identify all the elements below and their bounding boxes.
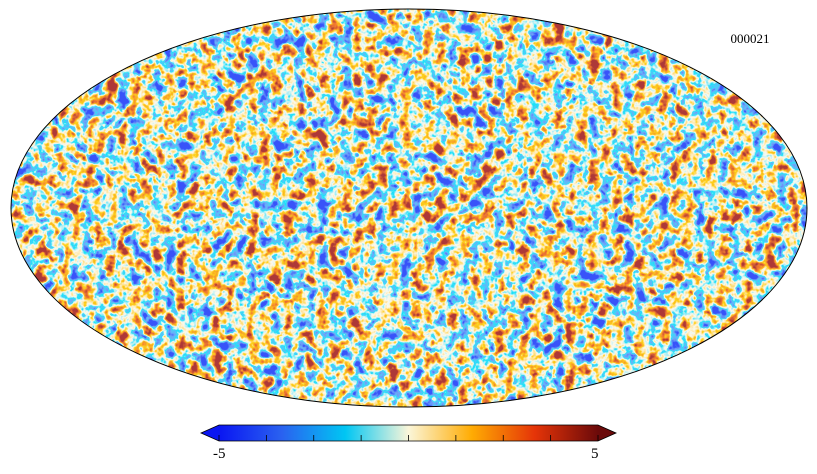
colorbar-min-label: -5 — [213, 446, 226, 462]
colorbar-min-arrow — [201, 425, 219, 441]
colorbar — [200, 424, 617, 442]
map-label: 000021 — [730, 31, 770, 46]
colorbar-ticks — [218, 435, 599, 441]
colorbar-max-label: 5 — [591, 446, 599, 462]
temperature-field — [11, 9, 807, 407]
map-boundary — [10, 8, 808, 408]
colorbar-max-arrow — [598, 425, 616, 441]
